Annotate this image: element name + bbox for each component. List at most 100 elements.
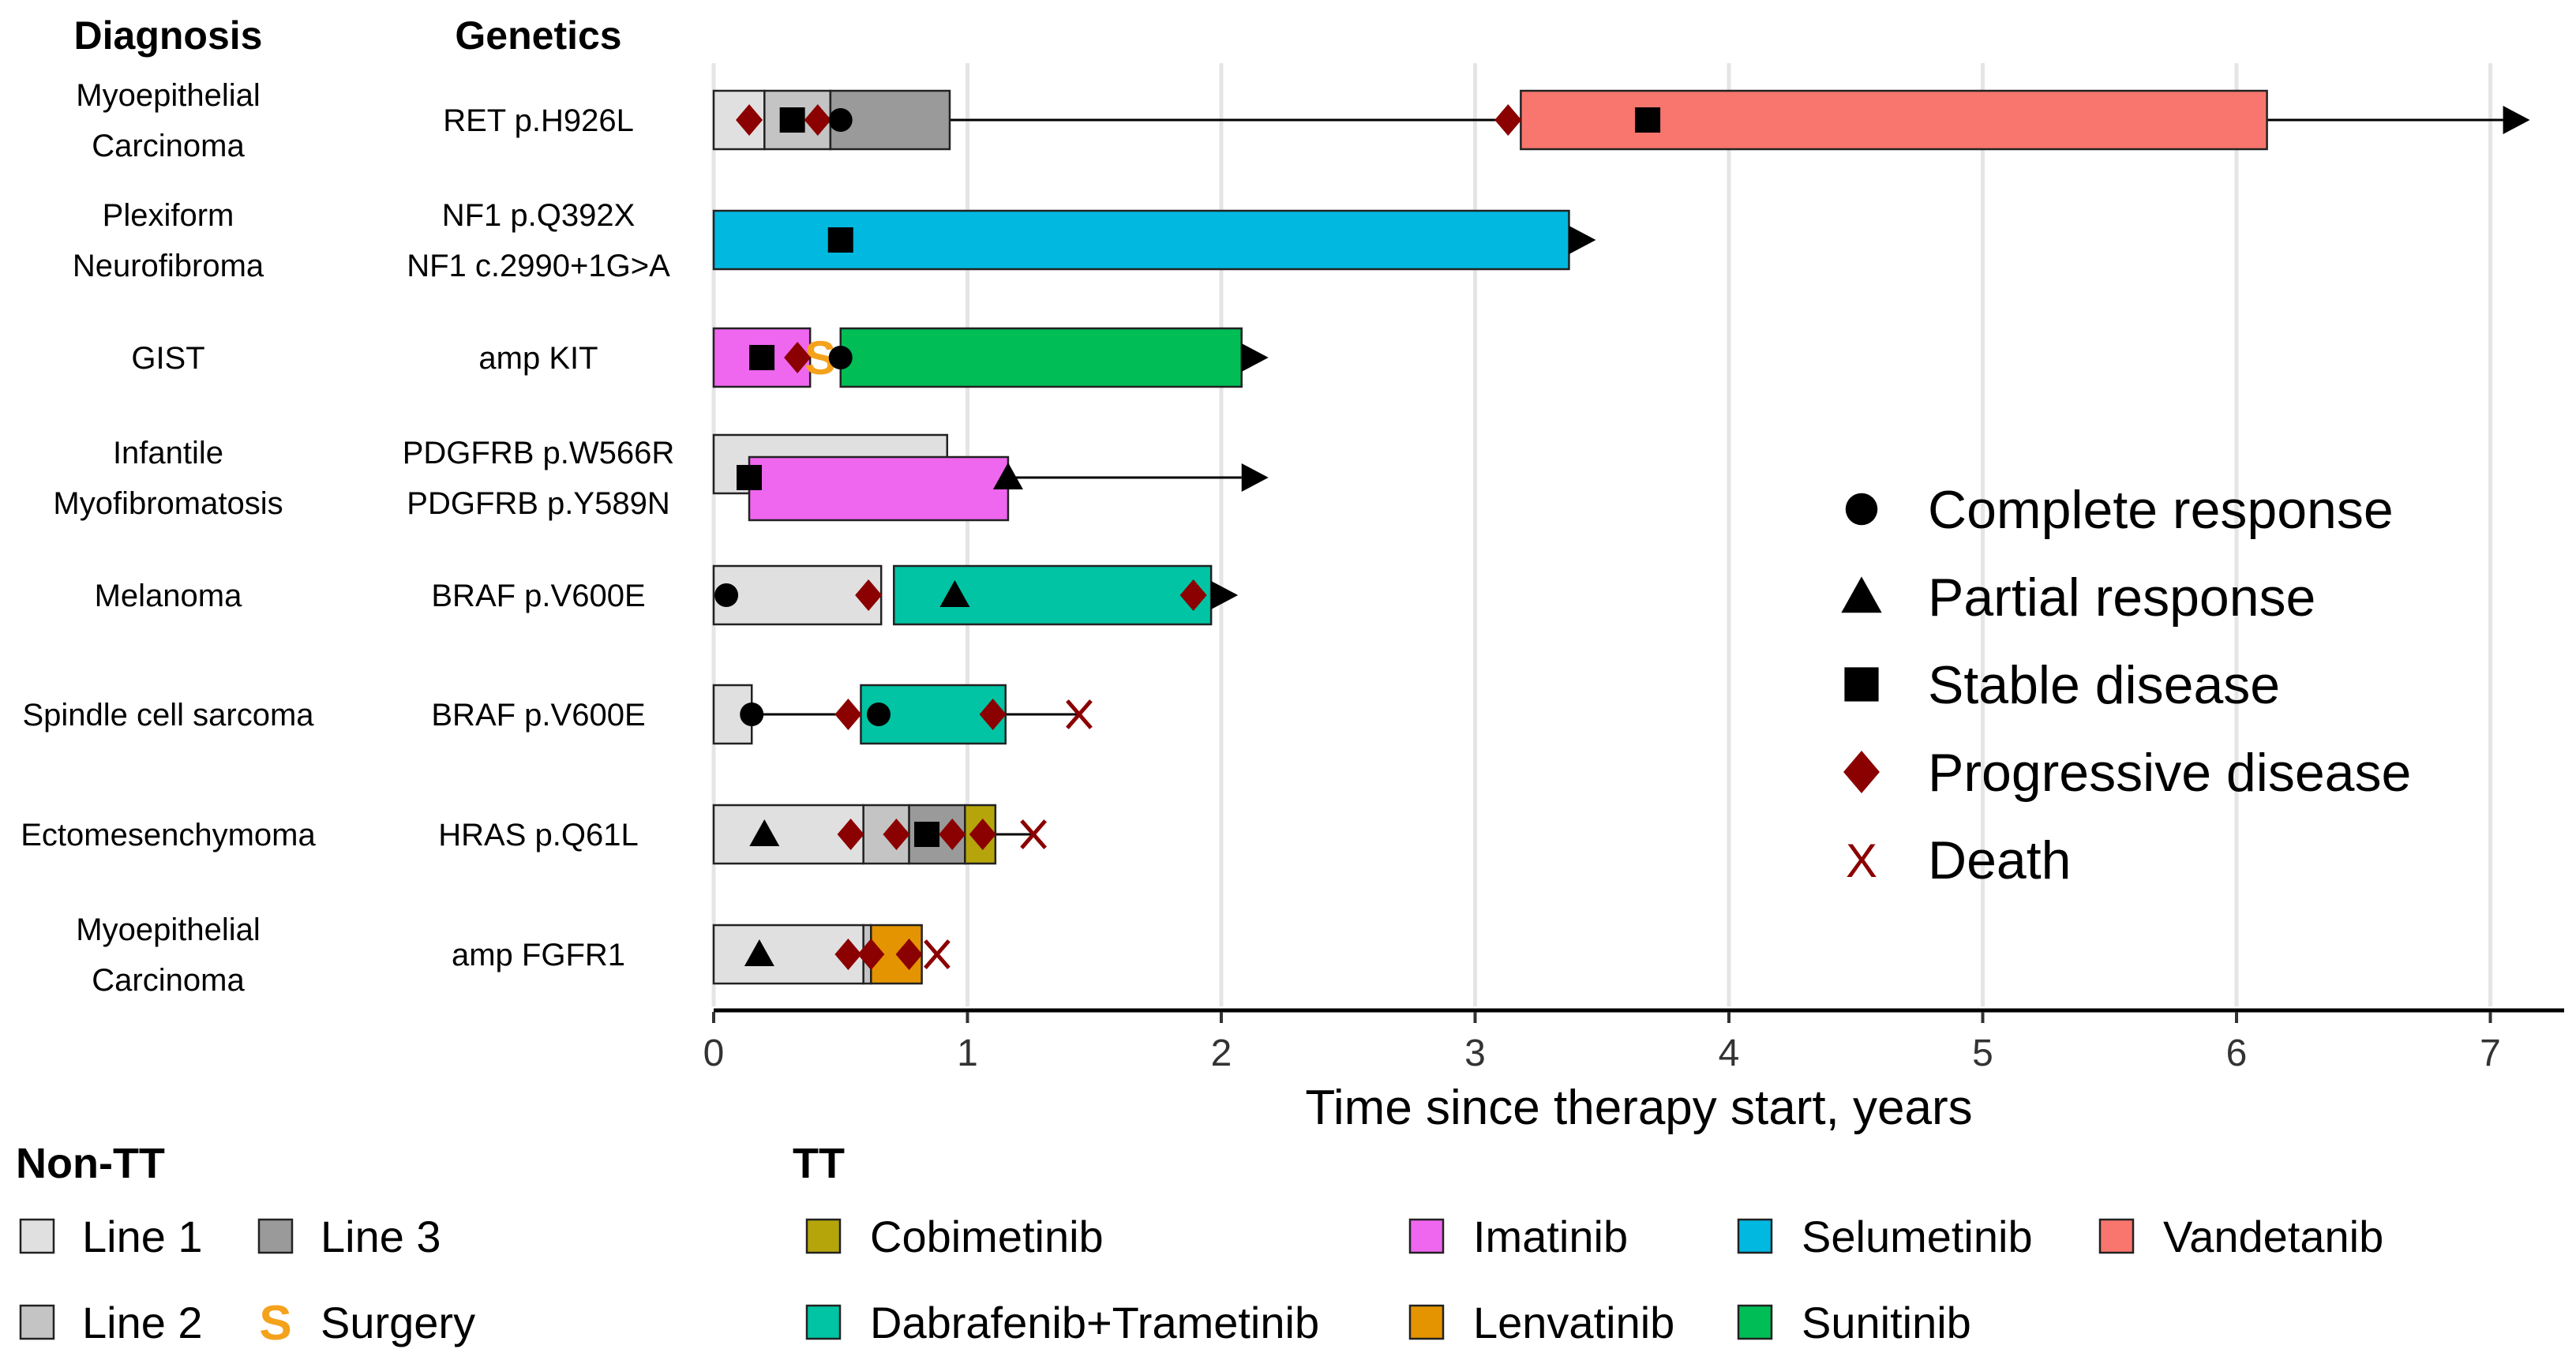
stable-disease-marker [827, 227, 853, 253]
complete-response-marker [828, 346, 853, 369]
progressive-disease-marker [1843, 751, 1880, 793]
patient-row: Infantile Myofibromatosis PDGFRB p.W566R PD… [53, 433, 1269, 522]
partial-response-marker [1841, 576, 1882, 613]
legend-label: Line 3 [321, 1212, 441, 1261]
stable-disease-marker [1844, 667, 1879, 702]
genetics-label: BRAF p.V600E [431, 698, 645, 733]
x-tick-label: 4 [1719, 1032, 1740, 1074]
patient-rows: Myoepithelial Carcinoma RET p.H926L Plexifo… [21, 78, 2530, 998]
genetics-label: NF1 p.Q392X [442, 198, 636, 233]
progressive-disease-marker [834, 939, 862, 970]
stable-disease-marker [779, 107, 805, 133]
progressive-disease-marker [895, 939, 923, 970]
death-legend-symbol: X [1846, 834, 1877, 887]
complete-response-marker [1845, 493, 1878, 526]
genetics-label: RET p.H926L [443, 103, 634, 138]
x-tick-label: 1 [957, 1032, 978, 1074]
progressive-disease-marker [969, 819, 996, 850]
legend-label: Selumetinib [1802, 1212, 2033, 1261]
x-tick-label: 2 [1211, 1032, 1232, 1074]
diagnosis-column-header: Diagnosis [74, 13, 263, 58]
diagnosis-label: Myoepithelial [76, 78, 260, 113]
ongoing-arrow [2503, 106, 2530, 134]
partial-response-marker [744, 939, 774, 966]
diagnosis-label: Myofibromatosis [53, 486, 283, 521]
legend-swatch [257, 1218, 294, 1254]
death-marker [924, 939, 951, 969]
progressive-disease-marker [784, 342, 812, 373]
legend-swatch [1408, 1218, 1445, 1254]
therapy-bar [748, 455, 1010, 522]
progressive-disease-marker [736, 104, 763, 136]
therapy-bar [839, 327, 1243, 388]
progressive-disease-marker [939, 819, 966, 850]
legend-label: Imatinib [1473, 1212, 1628, 1261]
progressive-disease-marker [804, 104, 831, 136]
patient-row: Myoepithelial Carcinoma RET p.H926L [76, 78, 2530, 163]
diagnosis-label: Carcinoma [92, 129, 245, 163]
diagnosis-label: Myoepithelial [76, 912, 260, 947]
ongoing-arrow [1241, 343, 1269, 372]
partial-response-marker [749, 819, 780, 846]
legend-label: Surgery [321, 1298, 475, 1347]
x-axis-label: Time since therapy start, years [1305, 1081, 1972, 1135]
genetics-label: PDGFRB p.Y589N [407, 486, 669, 521]
therapy-bar [1520, 89, 2268, 151]
genetics-label: amp KIT [478, 341, 598, 376]
ongoing-arrow [1569, 226, 1596, 254]
legend-label: Vandetanib [2163, 1212, 2383, 1261]
legend-label: Lenvatinib [1473, 1298, 1674, 1347]
progressive-disease-marker [837, 819, 864, 850]
genetics-label: HRAS p.Q61L [438, 818, 638, 852]
legend-swatch [19, 1304, 55, 1340]
patient-row: Melanoma BRAF p.V600E [95, 564, 1239, 626]
legend-label: Cobimetinib [870, 1212, 1104, 1261]
stable-disease-marker [737, 465, 763, 490]
genetics-label: NF1 c.2990+1G>A [407, 249, 670, 283]
partial-response-marker [992, 463, 1023, 489]
x-tick-label: 6 [2226, 1032, 2248, 1074]
therapy-legend: Non-TT TT Line 1 Line 3 Line 2 S Surgery Cobime… [16, 1140, 2383, 1351]
diagnosis-label: Ectomesenchymoma [21, 818, 316, 852]
genetics-label: BRAF p.V600E [431, 579, 645, 613]
complete-response-marker [828, 108, 853, 132]
progressive-disease-marker [834, 699, 862, 730]
progressive-disease-marker [855, 579, 883, 611]
legend-label: Sunitinib [1802, 1298, 1971, 1347]
diagnosis-label: Carcinoma [92, 963, 245, 998]
response-legend-label: Death [1928, 830, 2071, 890]
genetics-label: PDGFRB p.W566R [403, 436, 675, 470]
genetics-column-header: Genetics [455, 13, 621, 58]
complete-response-marker [866, 703, 891, 726]
death-marker [1066, 699, 1093, 729]
therapy-bar [893, 564, 1213, 626]
patient-row: Plexiform Neurofibroma NF1 p.Q392X NF1 c.29… [73, 198, 1596, 283]
x-tick-label: 7 [2480, 1032, 2501, 1074]
patient-row: GIST amp KIT S [131, 327, 1269, 388]
response-legend: Complete response Partial response Stable … [1841, 480, 2411, 890]
diagnosis-label: Neurofibroma [73, 249, 264, 283]
x-axis: 0 1 2 3 4 5 6 7 [703, 1008, 2564, 1074]
progressive-disease-marker [1494, 104, 1522, 136]
response-legend-label: Complete response [1928, 480, 2394, 540]
partial-response-marker [939, 580, 970, 607]
progressive-disease-marker [883, 819, 910, 850]
progressive-disease-marker [1179, 579, 1207, 611]
legend-label: Line 2 [82, 1298, 203, 1347]
legend-swatch [1408, 1304, 1445, 1340]
diagnosis-label: Plexiform [103, 198, 234, 233]
death-marker [1020, 819, 1047, 849]
diagnosis-label: Infantile [113, 436, 223, 470]
x-tick-label: 5 [1972, 1032, 1993, 1074]
stable-disease-marker [1635, 107, 1661, 133]
legend-swatch [19, 1218, 55, 1254]
diagnosis-label: Melanoma [95, 579, 243, 613]
ongoing-arrow [1241, 463, 1269, 492]
legend-label: Line 1 [82, 1212, 203, 1261]
legend-swatch [2098, 1218, 2135, 1254]
progressive-disease-marker [857, 939, 885, 970]
surgery-legend-symbol: S [259, 1296, 291, 1351]
legend-swatch [1737, 1304, 1773, 1340]
legend-swatch [805, 1304, 842, 1340]
